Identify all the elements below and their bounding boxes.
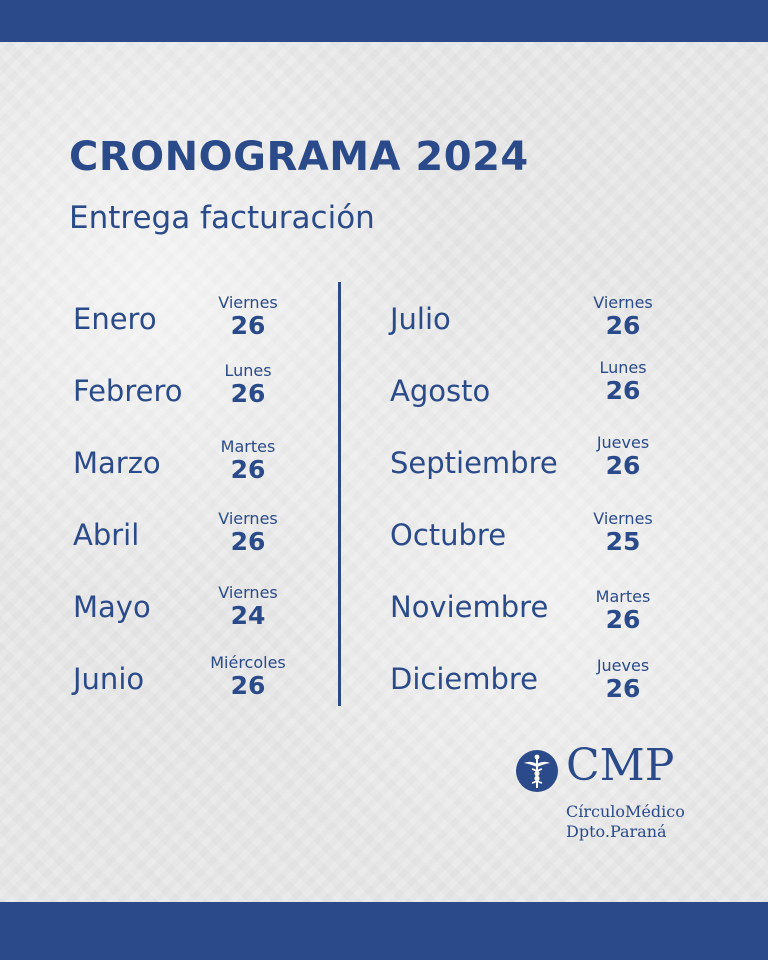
logo-line-2: Dpto.Paraná [566,822,667,841]
logo-name: CMP [566,740,675,791]
weekday-label: Viernes [218,509,278,528]
page-title: CRONOGRAMA 2024 [69,134,529,180]
date-block-enero: Viernes 26 [198,294,298,340]
logo-line-1: CírculoMédico [566,802,685,821]
month-label-marzo: Marzo [73,446,161,480]
page-subtitle: Entrega facturación [69,200,375,236]
date-block-abril: Viernes 26 [198,510,298,556]
weekday-label: Jueves [596,656,650,675]
weekday-label: Lunes [599,358,647,377]
date-block-febrero: Lunes 26 [198,362,298,408]
month-label-octubre: Octubre [390,518,507,552]
day-number: 26 [230,455,266,484]
bottom-band [0,902,768,960]
date-block-septiembre: Jueves 26 [573,434,673,480]
day-number: 24 [230,601,266,630]
day-number: 26 [230,671,266,700]
month-label-febrero: Febrero [73,374,183,408]
day-number: 26 [230,311,266,340]
date-block-marzo: Martes 26 [198,438,298,484]
day-number: 26 [605,451,641,480]
column-divider [338,282,341,706]
day-number: 26 [605,376,641,405]
weekday-label: Viernes [218,293,278,312]
weekday-label: Martes [595,587,651,606]
date-block-agosto: Lunes 26 [573,359,673,405]
date-block-julio: Viernes 26 [573,294,673,340]
month-label-abril: Abril [73,518,140,552]
month-label-septiembre: Septiembre [390,446,558,480]
day-number: 26 [605,674,641,703]
month-label-diciembre: Diciembre [390,662,539,696]
month-label-mayo: Mayo [73,590,151,624]
weekday-label: Viernes [593,509,653,528]
weekday-label: Viernes [593,293,653,312]
date-block-octubre: Viernes 25 [573,510,673,556]
month-label-noviembre: Noviembre [390,590,549,624]
date-block-junio: Miércoles 26 [198,654,298,700]
date-block-mayo: Viernes 24 [198,584,298,630]
month-label-julio: Julio [390,302,451,336]
weekday-label: Martes [220,437,276,456]
weekday-label: Viernes [218,583,278,602]
day-number: 25 [605,527,641,556]
cmp-logo: CMP CírculoMédico Dpto.Paraná [516,740,716,848]
weekday-label: Lunes [224,361,272,380]
month-label-junio: Junio [73,662,145,696]
month-label-agosto: Agosto [390,374,491,408]
day-number: 26 [230,527,266,556]
caduceus-icon [516,750,558,792]
date-block-diciembre: Jueves 26 [573,657,673,703]
day-number: 26 [230,379,266,408]
month-label-enero: Enero [73,302,157,336]
day-number: 26 [605,605,641,634]
top-band [0,0,768,42]
weekday-label: Jueves [596,433,650,452]
weekday-label: Miércoles [210,653,286,672]
day-number: 26 [605,311,641,340]
date-block-noviembre: Martes 26 [573,588,673,634]
